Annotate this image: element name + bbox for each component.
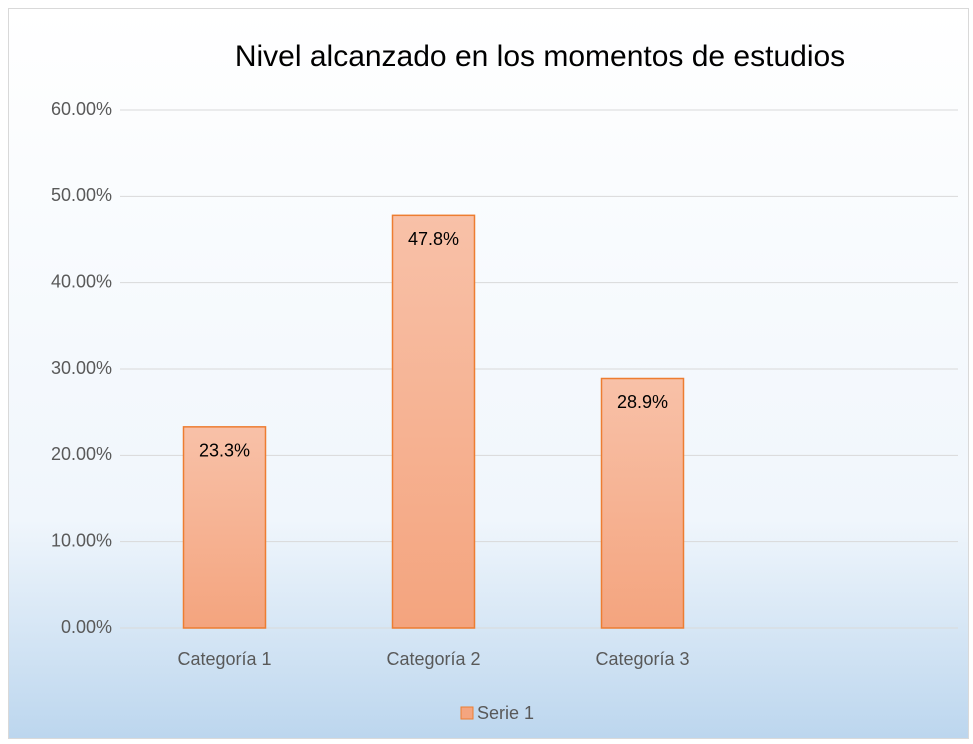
legend-label: Serie 1 bbox=[477, 703, 534, 723]
data-label: 47.8% bbox=[408, 229, 459, 249]
bar bbox=[600, 377, 685, 629]
chart-background bbox=[8, 8, 969, 739]
bar bbox=[182, 426, 267, 629]
y-tick-label: 0.00% bbox=[61, 617, 112, 637]
data-label: 23.3% bbox=[199, 441, 250, 461]
y-tick-label: 40.00% bbox=[51, 271, 112, 291]
y-tick-label: 30.00% bbox=[51, 358, 112, 378]
x-tick-label: Categoría 1 bbox=[177, 649, 271, 669]
legend-swatch bbox=[460, 706, 474, 720]
y-tick-label: 60.00% bbox=[51, 99, 112, 119]
x-tick-label: Categoría 2 bbox=[386, 649, 480, 669]
y-tick-label: 10.00% bbox=[51, 530, 112, 550]
bar bbox=[391, 214, 476, 629]
y-tick-label: 20.00% bbox=[51, 444, 112, 464]
x-tick-label: Categoría 3 bbox=[595, 649, 689, 669]
chart-title: Nivel alcanzado en los momentos de estud… bbox=[235, 40, 845, 73]
data-label: 28.9% bbox=[617, 392, 668, 412]
y-tick-label: 50.00% bbox=[51, 185, 112, 205]
